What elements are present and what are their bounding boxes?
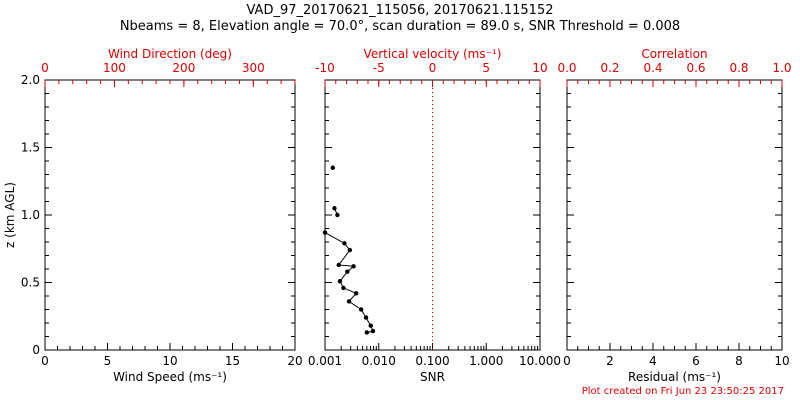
svg-text:10: 10 — [774, 354, 789, 368]
svg-text:15: 15 — [225, 354, 240, 368]
svg-text:2: 2 — [606, 354, 614, 368]
svg-text:0.001: 0.001 — [308, 354, 342, 368]
svg-text:6: 6 — [692, 354, 700, 368]
svg-text:0.100: 0.100 — [415, 354, 449, 368]
panel-residual: 0 2 4 6 8 10 Residual (ms⁻¹) 0.0 0.2 0.4 0.6 0.8 1.0… — [557, 47, 791, 384]
top-axis-title-residual: Correlation — [641, 47, 707, 61]
svg-text:0.2: 0.2 — [600, 61, 619, 75]
data-point — [330, 165, 336, 170]
data-point — [342, 241, 347, 246]
svg-text:1.5: 1.5 — [21, 141, 40, 155]
svg-text:4: 4 — [649, 354, 657, 368]
svg-text:0.0: 0.0 — [557, 61, 576, 75]
data-point — [345, 269, 350, 274]
svg-text:1.000: 1.000 — [469, 354, 503, 368]
svg-text:20: 20 — [287, 354, 302, 368]
y-axis-title: z (km AGL) — [3, 182, 17, 248]
svg-text:10: 10 — [532, 61, 547, 75]
data-point — [363, 315, 369, 320]
svg-text:-10: -10 — [315, 61, 335, 75]
data-point — [337, 278, 343, 284]
svg-text:-5: -5 — [373, 61, 385, 75]
svg-text:0.5: 0.5 — [21, 276, 40, 290]
data-point — [322, 230, 328, 235]
svg-text:10.000: 10.000 — [519, 354, 561, 368]
data-point — [364, 330, 370, 335]
svg-text:0.8: 0.8 — [729, 61, 748, 75]
svg-text:1.0: 1.0 — [772, 61, 791, 75]
data-point — [353, 291, 359, 296]
top-axis-title-snr: Vertical velocity (ms⁻¹) — [364, 47, 502, 61]
svg-text:0: 0 — [41, 354, 49, 368]
panel-wind-speed: 0 5 10 15 20 Wind Speed (ms⁻¹) 0 100 200 300 Wind … — [21, 47, 303, 384]
plot-subtitle: Nbeams = 8, Elevation angle = 70.0°, sca… — [119, 19, 681, 34]
data-point — [347, 247, 353, 253]
top-axis-title-wind-speed: Wind Direction (deg) — [108, 47, 232, 61]
svg-text:0.4: 0.4 — [643, 61, 662, 75]
plot-title: VAD_97_20170621_115056, 20170621.115152 — [246, 3, 554, 18]
svg-text:0: 0 — [429, 61, 437, 75]
data-point — [358, 307, 364, 312]
data-point — [341, 285, 346, 291]
svg-text:2.0: 2.0 — [21, 73, 40, 87]
x-axis-title-snr: SNR — [420, 370, 445, 384]
svg-text:0.010: 0.010 — [362, 354, 396, 368]
svg-text:0: 0 — [32, 343, 40, 357]
svg-text:5: 5 — [482, 61, 490, 75]
svg-text:100: 100 — [103, 61, 126, 75]
data-point — [351, 264, 356, 269]
svg-text:300: 300 — [242, 61, 265, 75]
data-point — [332, 206, 337, 211]
data-point — [368, 323, 373, 328]
svg-text:0: 0 — [563, 354, 571, 368]
x-axis-title-residual: Residual (ms⁻¹) — [628, 370, 721, 384]
svg-text:10: 10 — [162, 354, 177, 368]
svg-text:5: 5 — [104, 354, 112, 368]
data-point — [370, 328, 376, 334]
svg-text:0.6: 0.6 — [686, 61, 705, 75]
svg-text:8: 8 — [735, 354, 743, 368]
panel-snr: 0.001 0.010 0.100 1.000 10.000 SNR -10 -5 0 5 10 Ve… — [308, 47, 561, 384]
data-point — [335, 212, 340, 218]
data-point — [346, 299, 352, 304]
svg-text:1.0: 1.0 — [21, 208, 40, 222]
x-axis-title-wind-speed: Wind Speed (ms⁻¹) — [113, 370, 227, 384]
plot-timestamp: Plot created on Fri Jun 23 23:50:25 2017 — [581, 386, 784, 397]
svg-text:0: 0 — [41, 61, 49, 75]
data-point — [336, 262, 341, 268]
svg-text:200: 200 — [172, 61, 195, 75]
